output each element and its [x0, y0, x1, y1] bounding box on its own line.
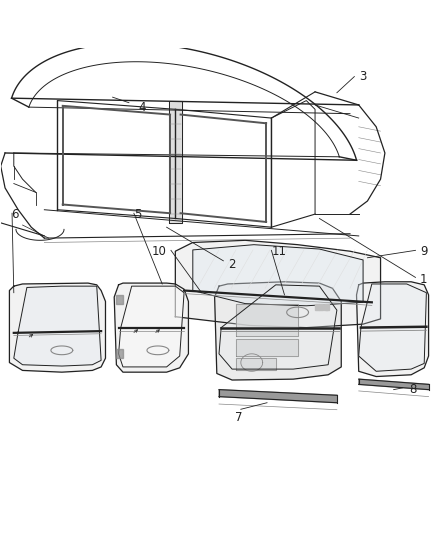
Text: 6: 6: [12, 208, 19, 222]
Polygon shape: [175, 240, 381, 328]
Polygon shape: [14, 286, 101, 366]
Polygon shape: [315, 304, 318, 310]
Polygon shape: [116, 350, 123, 358]
Text: 4: 4: [138, 101, 146, 114]
Text: 9: 9: [420, 245, 427, 258]
Polygon shape: [359, 379, 428, 390]
Polygon shape: [169, 101, 182, 223]
Polygon shape: [324, 304, 327, 310]
Polygon shape: [116, 295, 123, 304]
Polygon shape: [119, 286, 184, 367]
Polygon shape: [237, 358, 276, 370]
Polygon shape: [359, 284, 426, 372]
Polygon shape: [10, 283, 106, 372]
Text: 5: 5: [134, 208, 141, 222]
Polygon shape: [237, 304, 297, 336]
Polygon shape: [219, 285, 337, 369]
Polygon shape: [357, 282, 428, 376]
Text: 2: 2: [228, 258, 235, 271]
Text: 11: 11: [272, 245, 286, 258]
Text: 10: 10: [152, 245, 166, 258]
Text: 1: 1: [420, 273, 427, 286]
Text: 7: 7: [235, 411, 242, 424]
Text: 8: 8: [409, 383, 416, 396]
Polygon shape: [193, 245, 363, 306]
Polygon shape: [319, 304, 323, 310]
Polygon shape: [215, 282, 341, 380]
Polygon shape: [237, 340, 297, 356]
Polygon shape: [326, 304, 329, 310]
Polygon shape: [219, 390, 337, 403]
Polygon shape: [114, 283, 188, 372]
Text: 3: 3: [359, 70, 366, 83]
